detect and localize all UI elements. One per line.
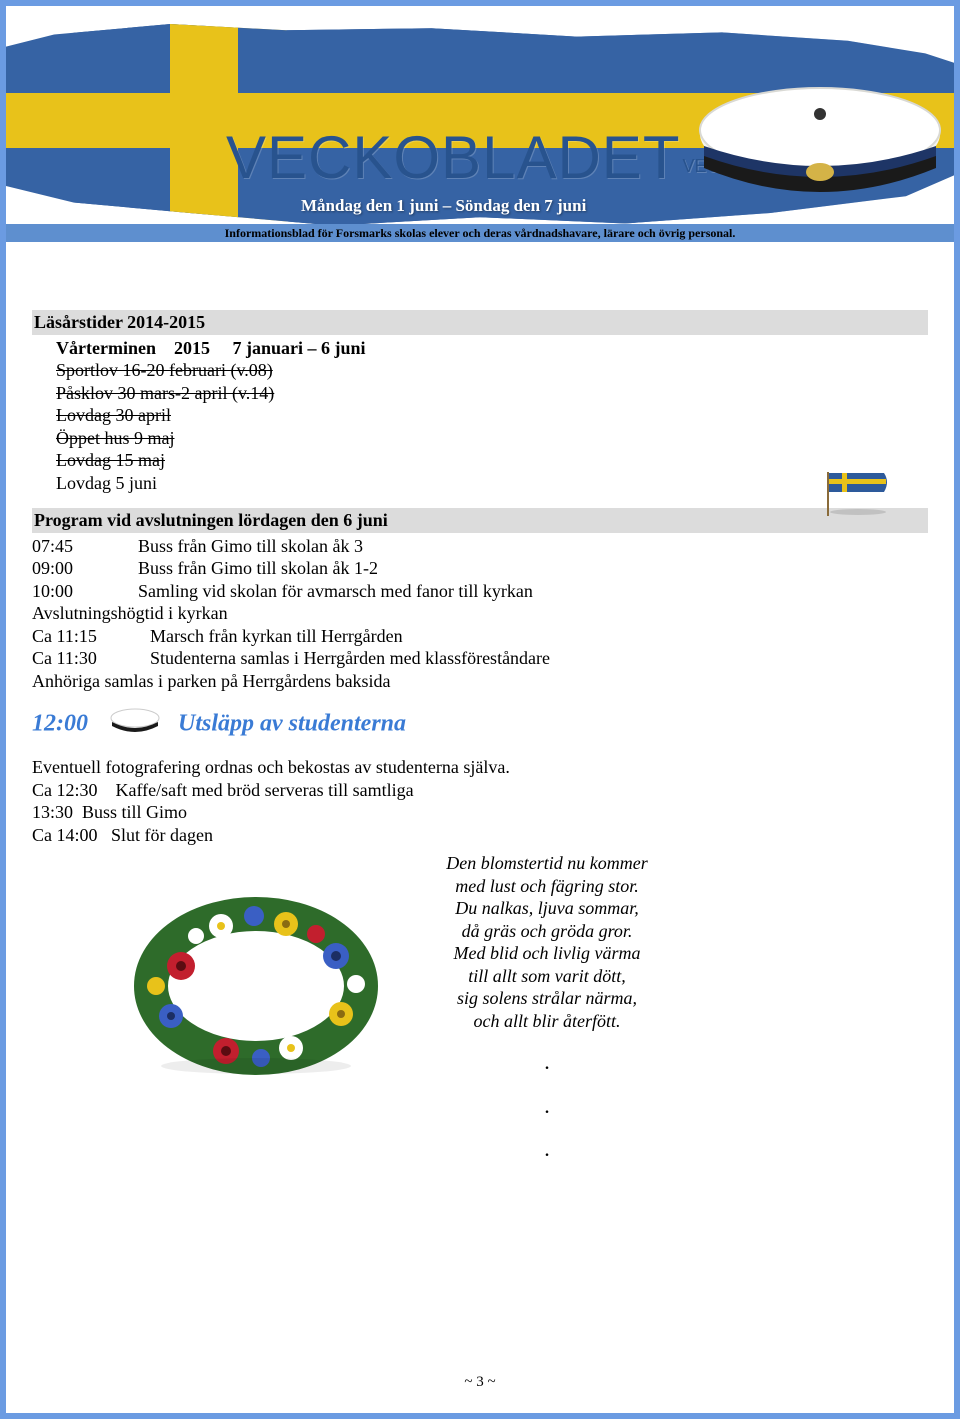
title: VECKOBLADET (226, 123, 680, 192)
poem-line: med lust och fägring stor. (422, 875, 672, 898)
date-range: Måndag den 1 juni – Söndag den 7 juni (301, 196, 586, 216)
release-time: 12:00 (32, 711, 88, 737)
student-cap-small-icon (108, 706, 162, 744)
schedule-line: Avslutningshögtid i kyrkan (32, 602, 928, 625)
section-heading-lasarstider: Läsårstider 2014-2015 (32, 310, 928, 335)
release-line: 12:00 Utsläpp av studenterna (32, 706, 928, 744)
after-line: Ca 12:30 Kaffe/saft med bröd serveras ti… (32, 779, 928, 802)
poem-line: Med blid och livlig värma (422, 942, 672, 965)
lovdag-line: Lovdag 5 juni (56, 472, 928, 495)
struck-line: Öppet hus 9 maj (56, 427, 928, 450)
header: VECKOBLADETVECKA232015 Måndag den 1 juni… (6, 6, 954, 256)
poem: Den blomstertid nu kommer med lust och f… (422, 852, 672, 1163)
page-number: ~ 3 ~ (6, 1374, 954, 1391)
poem-line: till allt som varit dött, (422, 965, 672, 988)
poem-dot: . (422, 1048, 672, 1076)
flower-wreath-icon (126, 886, 386, 1076)
term-line: Vårterminen 2015 7 januari – 6 juni (56, 337, 928, 360)
schedule-row: 10:00Samling vid skolan för avmarsch med… (32, 580, 928, 603)
schedule-row: 07:45Buss från Gimo till skolan åk 3 (32, 535, 928, 558)
schedule-line: Anhöriga samlas i parken på Herrgårdens … (32, 670, 928, 693)
swedish-flag-icon (824, 468, 894, 523)
struck-line: Lovdag 30 april (56, 404, 928, 427)
schedule-row: Ca 11:30Studenterna samlas i Herrgården … (32, 647, 928, 670)
poem-line: sig solens strålar närma, (422, 987, 672, 1010)
section-heading-program: Program vid avslutningen lördagen den 6 … (32, 508, 928, 533)
struck-line: Lovdag 15 maj (56, 449, 928, 472)
after-line: Ca 14:00 Slut för dagen (32, 824, 928, 847)
schedule-row: 09:00Buss från Gimo till skolan åk 1-2 (32, 557, 928, 580)
poem-line: Du nalkas, ljuva sommar, (422, 897, 672, 920)
after-line: 13:30 Buss till Gimo (32, 801, 928, 824)
schedule-row: Ca 11:15Marsch från kyrkan till Herrgård… (32, 625, 928, 648)
poem-dot: . (422, 1092, 672, 1120)
struck-line: Påsklov 30 mars-2 april (v.14) (56, 382, 928, 405)
release-text: Utsläpp av studenterna (178, 711, 406, 737)
student-cap-icon (680, 64, 954, 214)
poem-dot: . (422, 1135, 672, 1163)
after-line: Eventuell fotografering ordnas och bekos… (32, 756, 928, 779)
poem-line: och allt blir återfött. (422, 1010, 672, 1033)
info-bar: Informationsblad för Forsmarks skolas el… (6, 224, 954, 242)
poem-line: Den blomstertid nu kommer (422, 852, 672, 875)
poem-line: då gräs och gröda gror. (422, 920, 672, 943)
struck-line: Sportlov 16-20 februari (v.08) (56, 359, 928, 382)
